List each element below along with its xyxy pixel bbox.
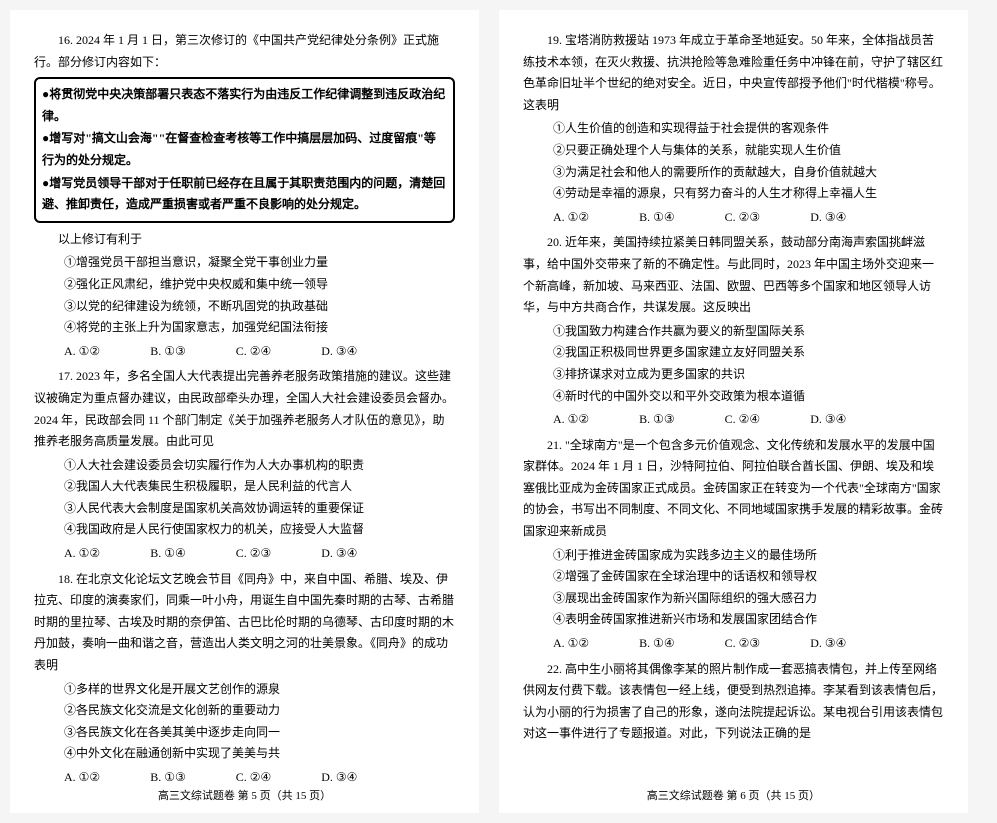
q21-opt-a: A. ①② [553, 633, 589, 655]
page-5: 16. 2024 年 1 月 1 日，第三次修订的《中国共产党纪律处分条例》正式… [10, 10, 479, 813]
q17-item4: ④我国政府是人民行使国家权力的机关，应接受人大监督 [34, 519, 455, 541]
q20-opt-a: A. ①② [553, 409, 589, 431]
q21-stem: 21. "全球南方"是一个包含多元价值观念、文化传统和发展水平的发展中国家群体。… [523, 435, 944, 543]
q21-options: A. ①② B. ①④ C. ②③ D. ③④ [523, 633, 944, 655]
q19-opt-a: A. ①② [553, 207, 589, 229]
q21-opt-c: C. ②③ [725, 633, 761, 655]
q20-item1: ①我国致力构建合作共赢为要义的新型国际关系 [523, 321, 944, 343]
q19-item1: ①人生价值的创造和实现得益于社会提供的客观条件 [523, 118, 944, 140]
q16-item1: ①增强党员干部担当意识，凝聚全党干事创业力量 [34, 252, 455, 274]
q18-item4: ④中外文化在融通创新中实现了美美与共 [34, 743, 455, 765]
q19-opt-d: D. ③④ [810, 207, 846, 229]
q20-options: A. ①② B. ①③ C. ②④ D. ③④ [523, 409, 944, 431]
q16-box: ●将贯彻党中央决策部署只表态不落实行为由违反工作纪律调整到违反政治纪律。 ●增写… [34, 77, 455, 223]
q16-opt-a: A. ①② [64, 341, 100, 363]
q19-stem: 19. 宝塔消防救援站 1973 年成立于革命圣地延安。50 年来，全体指战员苦… [523, 30, 944, 116]
q18-item2: ②各民族文化交流是文化创新的重要动力 [34, 700, 455, 722]
q21-opt-b: B. ①④ [639, 633, 675, 655]
q16-stem: 16. 2024 年 1 月 1 日，第三次修订的《中国共产党纪律处分条例》正式… [34, 30, 455, 73]
q21-item1: ①利于推进金砖国家成为实践多边主义的最佳场所 [523, 545, 944, 567]
q19-options: A. ①② B. ①④ C. ②③ D. ③④ [523, 207, 944, 229]
q17-opt-a: A. ①② [64, 543, 100, 565]
q20-item4: ④新时代的中国外交以和平外交政策为根本道循 [523, 386, 944, 408]
q17-item2: ②我国人大代表集民生积极履职，是人民利益的代言人 [34, 476, 455, 498]
page-6: 19. 宝塔消防救援站 1973 年成立于革命圣地延安。50 年来，全体指战员苦… [499, 10, 968, 813]
q18-item3: ③各民族文化在各美其美中逐步走向同一 [34, 722, 455, 744]
q18-stem: 18. 在北京文化论坛文艺晚会节目《同舟》中，来自中国、希腊、埃及、伊拉克、印度… [34, 569, 455, 677]
q20-stem: 20. 近年来，美国持续拉紧美日韩同盟关系，鼓动部分南海声索国挑衅滋事，给中国外… [523, 232, 944, 318]
q16-box-line3: ●增写党员领导干部对于任职前已经存在且属于其职责范围内的问题，清楚回避、推卸责任… [42, 173, 447, 216]
q21-item4: ④表明金砖国家推进新兴市场和发展国家团结合作 [523, 609, 944, 631]
q21-opt-d: D. ③④ [810, 633, 846, 655]
q17-opt-b: B. ①④ [150, 543, 186, 565]
q16-box-line1: ●将贯彻党中央决策部署只表态不落实行为由违反工作纪律调整到违反政治纪律。 [42, 84, 447, 127]
q19-item4: ④劳动是幸福的源泉，只有努力奋斗的人生才称得上幸福人生 [523, 183, 944, 205]
q21-item3: ③展现出金砖国家作为新兴国际组织的强大感召力 [523, 588, 944, 610]
q18-opt-b: B. ①③ [150, 767, 186, 789]
q16-opt-c: C. ②④ [236, 341, 272, 363]
q18-options: A. ①② B. ①③ C. ②④ D. ③④ [34, 767, 455, 789]
q22-stem: 22. 高中生小丽将其偶像李某的照片制作成一套恶搞表情包，并上传至网络供网友付费… [523, 659, 944, 745]
page6-footer: 高三文综试题卷 第 6 页（共 15 页） [499, 787, 968, 807]
q16-item2: ②强化正风肃纪，维护党中央权威和集中统一领导 [34, 274, 455, 296]
q17-opt-c: C. ②③ [236, 543, 272, 565]
q16-opt-d: D. ③④ [321, 341, 357, 363]
q18-opt-c: C. ②④ [236, 767, 272, 789]
q18-opt-a: A. ①② [64, 767, 100, 789]
q19-item2: ②只要正确处理个人与集体的关系，就能实现人生价值 [523, 140, 944, 162]
q16-opt-b: B. ①③ [150, 341, 186, 363]
q20-item2: ②我国正积极同世界更多国家建立友好同盟关系 [523, 342, 944, 364]
page-spread: 16. 2024 年 1 月 1 日，第三次修订的《中国共产党纪律处分条例》正式… [10, 10, 987, 813]
q17-item1: ①人大社会建设委员会切实履行作为人大办事机构的职责 [34, 455, 455, 477]
q19-opt-c: C. ②③ [725, 207, 761, 229]
page5-footer: 高三文综试题卷 第 5 页（共 15 页） [10, 787, 479, 807]
q20-opt-d: D. ③④ [810, 409, 846, 431]
q17-stem: 17. 2023 年，多名全国人大代表提出完善养老服务政策措施的建议。这些建议被… [34, 366, 455, 452]
q18-opt-d: D. ③④ [321, 767, 357, 789]
q19-item3: ③为满足社会和他人的需要所作的贡献越大，自身价值就越大 [523, 162, 944, 184]
q16-item3: ③以党的纪律建设为统领，不断巩固党的执政基础 [34, 296, 455, 318]
q16-stem2: 以上修订有利于 [34, 229, 455, 251]
q17-options: A. ①② B. ①④ C. ②③ D. ③④ [34, 543, 455, 565]
q20-item3: ③排挤谋求对立成为更多国家的共识 [523, 364, 944, 386]
q17-item3: ③人民代表大会制度是国家机关高效协调运转的重要保证 [34, 498, 455, 520]
q20-opt-c: C. ②④ [725, 409, 761, 431]
q21-item2: ②增强了金砖国家在全球治理中的话语权和领导权 [523, 566, 944, 588]
q16-box-line2: ●增写对"搞文山会海""在督查检查考核等工作中搞层层加码、过度留痕"等行为的处分… [42, 128, 447, 171]
q16-options: A. ①② B. ①③ C. ②④ D. ③④ [34, 341, 455, 363]
q17-opt-d: D. ③④ [321, 543, 357, 565]
q20-opt-b: B. ①③ [639, 409, 675, 431]
q16-item4: ④将党的主张上升为国家意志，加强党纪国法衔接 [34, 317, 455, 339]
q19-opt-b: B. ①④ [639, 207, 675, 229]
q18-item1: ①多样的世界文化是开展文艺创作的源泉 [34, 679, 455, 701]
